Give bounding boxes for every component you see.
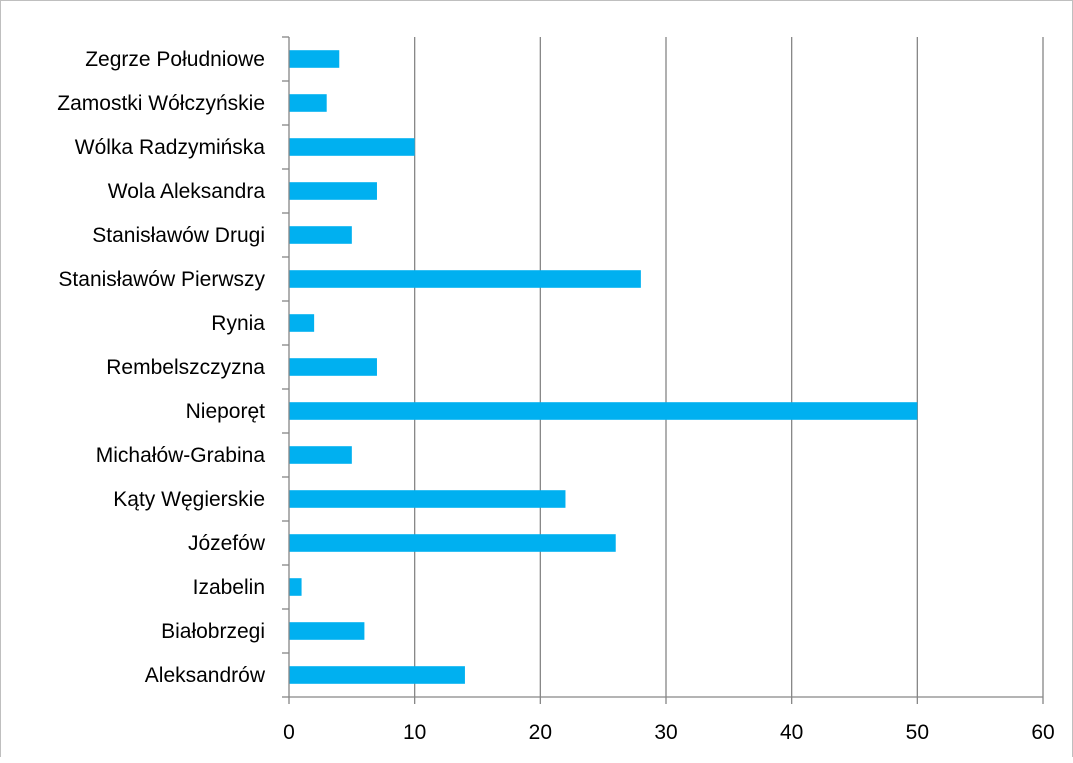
category-labels: Aleksandrów Białobrzegi Izabelin Józefów Kąt… bbox=[57, 48, 266, 687]
axes bbox=[282, 36, 1044, 704]
category-label: Rynia bbox=[211, 312, 265, 335]
category-label: Wólka Radzymińska bbox=[75, 136, 266, 159]
category-label: Wola Aleksandra bbox=[108, 180, 266, 203]
x-tick-label: 40 bbox=[780, 721, 803, 744]
category-label: Nieporęt bbox=[186, 400, 266, 423]
category-label: Rembelszczyzna bbox=[106, 356, 265, 379]
bar bbox=[289, 402, 918, 420]
x-tick-labels: 0 10 20 30 40 50 60 bbox=[283, 721, 1055, 744]
x-tick-label: 10 bbox=[403, 721, 426, 744]
bar bbox=[289, 138, 415, 156]
x-tick-label: 60 bbox=[1031, 721, 1054, 744]
category-label: Aleksandrów bbox=[145, 664, 266, 687]
bar bbox=[289, 534, 616, 552]
bar bbox=[289, 226, 352, 244]
bar bbox=[289, 446, 352, 464]
bars bbox=[289, 50, 918, 684]
bar bbox=[289, 578, 302, 596]
x-tick-label: 0 bbox=[283, 721, 295, 744]
gridlines bbox=[414, 37, 1044, 697]
bar bbox=[289, 314, 315, 332]
bar bbox=[289, 94, 327, 112]
category-label: Stanisławów Drugi bbox=[92, 224, 265, 247]
x-tick-label: 30 bbox=[654, 721, 677, 744]
category-label: Zamostki Wółczyńskie bbox=[57, 92, 265, 115]
bar bbox=[289, 182, 377, 200]
bar bbox=[289, 358, 377, 376]
category-label: Kąty Węgierskie bbox=[113, 488, 265, 511]
bar bbox=[289, 490, 566, 508]
category-label: Michałów-Grabina bbox=[96, 444, 266, 467]
x-tick-label: 50 bbox=[906, 721, 929, 744]
category-label: Stanisławów Pierwszy bbox=[58, 268, 265, 291]
x-tick-label: 20 bbox=[529, 721, 552, 744]
bar bbox=[289, 666, 465, 684]
category-label: Zegrze Południowe bbox=[85, 48, 265, 71]
bar bbox=[289, 622, 365, 640]
category-label: Józefów bbox=[188, 532, 266, 555]
bar bbox=[289, 270, 641, 288]
bar bbox=[289, 50, 340, 68]
category-label: Izabelin bbox=[193, 576, 265, 599]
category-label: Białobrzegi bbox=[161, 620, 265, 643]
